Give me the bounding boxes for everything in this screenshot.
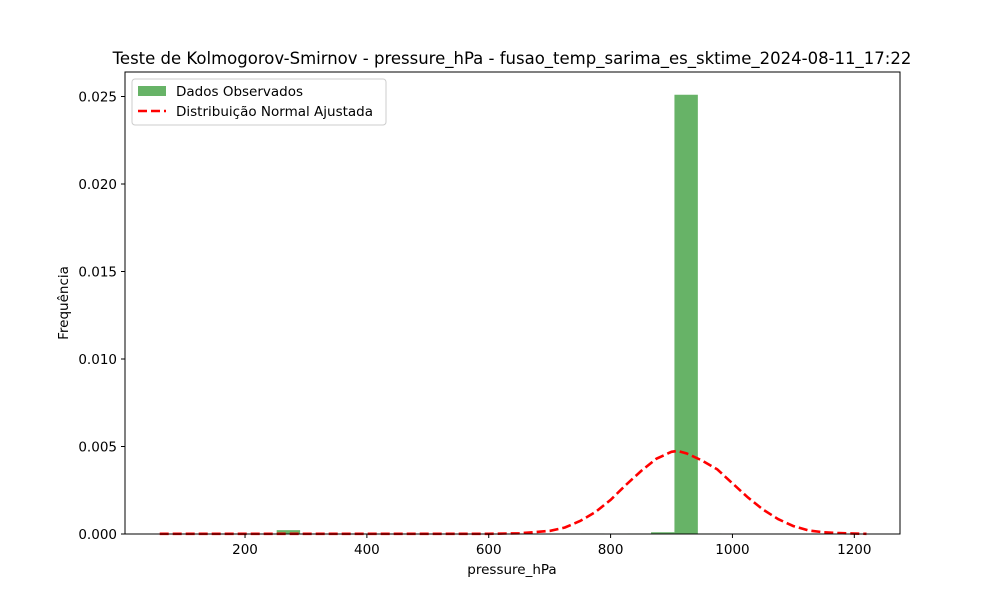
x-tick-label: 1000 <box>715 542 749 558</box>
x-tick-label: 1200 <box>837 542 871 558</box>
y-tick-label: 0.005 <box>78 440 117 456</box>
y-tick-label: 0.010 <box>78 352 117 368</box>
y-tick-label: 0.015 <box>78 265 117 281</box>
legend-label-observed: Dados Observados <box>176 84 303 100</box>
x-axis-label: pressure_hPa <box>467 562 556 578</box>
plot-frame <box>124 71 901 535</box>
y-tick-label: 0.000 <box>78 527 117 543</box>
x-tick-label: 800 <box>598 542 624 558</box>
x-tick-label: 200 <box>232 542 258 558</box>
fitted-normal-curve <box>159 449 867 536</box>
histogram-bars <box>276 94 722 535</box>
legend-label-fitted: Distribuição Normal Ajustada <box>176 104 373 120</box>
legend-swatch-observed <box>138 86 166 96</box>
histogram-bar <box>651 532 675 534</box>
y-tick-label: 0.020 <box>78 177 117 193</box>
y-axis-label: Frequência <box>56 266 72 340</box>
y-tick-label: 0.025 <box>78 90 117 106</box>
histogram-bar <box>674 94 698 534</box>
x-tick-label: 600 <box>476 542 502 558</box>
chart-title: Teste de Kolmogorov-Smirnov - pressure_h… <box>112 49 912 69</box>
y-axis-ticks: 0.000 0.005 0.010 0.015 0.020 0.025 <box>78 90 125 543</box>
legend-box <box>131 78 387 126</box>
histogram-bar <box>276 530 301 534</box>
x-axis-ticks: 200 400 600 800 1000 1200 <box>232 534 871 558</box>
x-tick-label: 400 <box>354 542 380 558</box>
legend: Dados Observados Distribuição Normal Aju… <box>131 78 387 126</box>
